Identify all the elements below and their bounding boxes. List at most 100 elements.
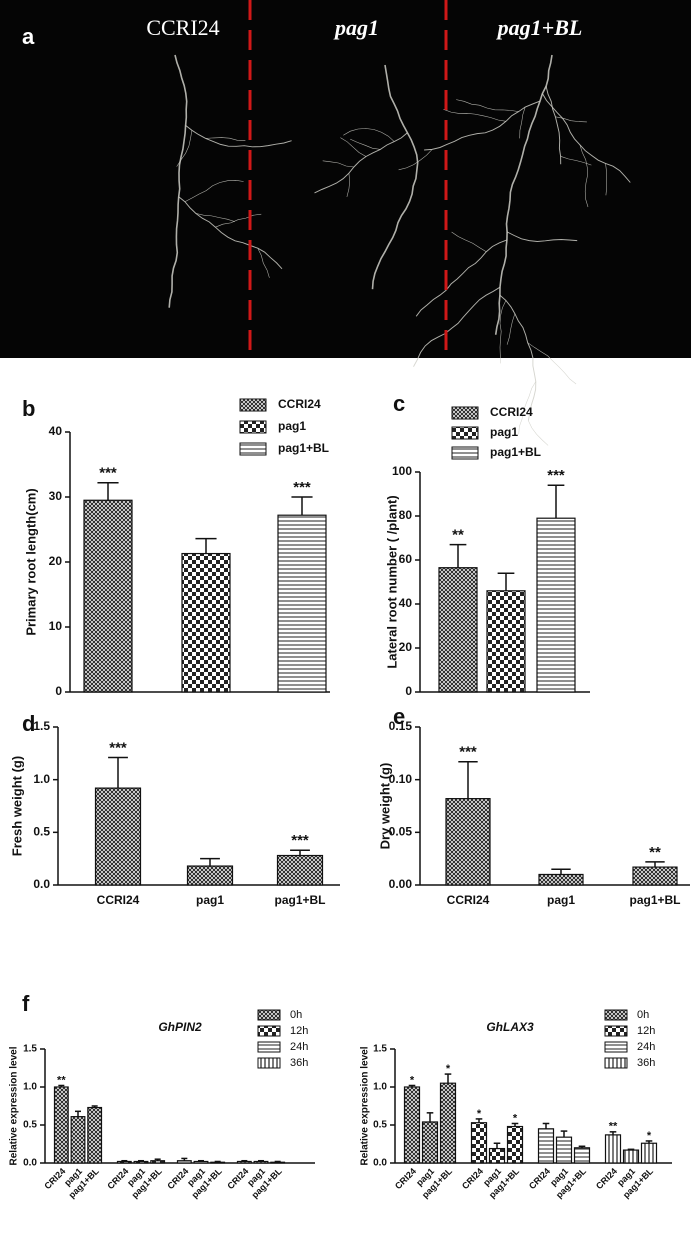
- x-tick-label: pag1+BL: [274, 893, 325, 907]
- y-tick-label: 40: [49, 424, 63, 438]
- root: [451, 231, 487, 252]
- y-tick-label: 0.15: [389, 719, 413, 733]
- legend-label: 12h: [290, 1025, 308, 1037]
- bar: [270, 1161, 286, 1164]
- legend-label: 36h: [290, 1057, 308, 1069]
- root: [499, 300, 507, 364]
- legend-swatch: [239, 398, 267, 412]
- y-tick-label: 10: [49, 619, 63, 633]
- panel-label: f: [22, 991, 30, 1016]
- legend-swatch: [604, 1041, 628, 1053]
- y-tick-label: 0.10: [389, 772, 413, 786]
- legend-swatch: [257, 1009, 281, 1021]
- bar: [70, 1116, 86, 1164]
- y-tick-label: 1.0: [23, 1082, 37, 1093]
- bar: [622, 1149, 640, 1164]
- root: [579, 144, 589, 208]
- significance: **: [57, 1074, 66, 1086]
- root-image: [168, 54, 631, 446]
- y-tick-label: 1.0: [373, 1082, 387, 1093]
- bar: [632, 866, 678, 886]
- legend-label: CCRI24: [490, 405, 533, 419]
- y-tick-label: 0: [405, 684, 412, 698]
- root: [541, 93, 631, 183]
- root: [185, 125, 292, 148]
- root: [322, 160, 354, 168]
- chart-title: GhLAX3: [486, 1020, 534, 1034]
- y-tick-label: 0.0: [373, 1158, 387, 1169]
- y-tick-label: 20: [49, 554, 63, 568]
- legend-swatch: [257, 1057, 281, 1069]
- y-axis-label: Lateral root number ( /plant): [384, 495, 399, 668]
- y-tick-label: 0: [55, 684, 62, 698]
- root: [346, 173, 350, 197]
- bar: [403, 1086, 421, 1164]
- x-tick-label: CCRI24: [447, 893, 490, 907]
- bar: [537, 1128, 555, 1164]
- root: [494, 54, 553, 335]
- root: [528, 420, 549, 446]
- bar: [470, 1122, 488, 1164]
- legend-label: 12h: [637, 1025, 655, 1037]
- panel-label: b: [22, 396, 35, 421]
- significance: ***: [109, 740, 127, 757]
- root: [545, 86, 562, 165]
- bar: [193, 1160, 209, 1164]
- y-tick-label: 20: [399, 640, 413, 654]
- legend-label: pag1: [490, 425, 518, 439]
- y-tick-label: 80: [399, 508, 413, 522]
- root: [215, 213, 262, 228]
- root: [443, 109, 507, 122]
- legend-swatch: [257, 1025, 281, 1037]
- x-tick-label: CRI24: [393, 1166, 418, 1191]
- significance: ***: [547, 467, 565, 484]
- bar: [538, 873, 584, 886]
- root: [314, 132, 408, 194]
- significance: *: [410, 1074, 415, 1086]
- bar: [421, 1121, 439, 1164]
- root: [456, 99, 519, 112]
- y-tick-label: 0.05: [389, 825, 413, 839]
- root: [168, 54, 188, 308]
- x-tick-label: pag1: [196, 893, 224, 907]
- legend-label: 24h: [290, 1041, 308, 1053]
- bar: [236, 1160, 252, 1164]
- root: [555, 116, 587, 123]
- y-tick-label: 1.5: [33, 719, 50, 733]
- panel-label: e: [393, 704, 405, 729]
- root: [340, 137, 367, 157]
- x-tick-label: CCRI24: [97, 893, 140, 907]
- root: [184, 180, 244, 202]
- root: [343, 128, 395, 142]
- root: [371, 64, 419, 290]
- root: [205, 137, 246, 141]
- bar: [276, 854, 324, 886]
- y-axis-label: Fresh weight (g): [9, 756, 24, 856]
- y-tick-label: 1.0: [33, 772, 50, 786]
- bar: [53, 1086, 69, 1164]
- y-tick-label: 40: [399, 596, 413, 610]
- panel-label: d: [22, 711, 35, 736]
- bar: [438, 567, 478, 693]
- bar: [186, 865, 234, 886]
- significance: **: [452, 527, 464, 544]
- y-axis-label: Dry weight (g): [377, 763, 392, 850]
- legend-label: pag1+BL: [490, 445, 541, 459]
- bar: [176, 1160, 192, 1164]
- bar: [277, 514, 327, 693]
- bar: [133, 1160, 149, 1164]
- bar: [150, 1160, 166, 1164]
- y-tick-label: 60: [399, 552, 413, 566]
- x-tick-label: CRI24: [594, 1166, 619, 1191]
- significance: *: [513, 1112, 518, 1124]
- bar: [210, 1161, 226, 1164]
- root: [424, 100, 541, 151]
- panel-label: a: [22, 24, 35, 49]
- significance: *: [446, 1063, 451, 1075]
- legend-swatch: [451, 446, 479, 460]
- y-tick-label: 1.5: [373, 1044, 387, 1055]
- significance: *: [647, 1130, 652, 1142]
- root: [398, 149, 433, 171]
- bar: [181, 552, 231, 693]
- y-tick-label: 0.5: [33, 825, 50, 839]
